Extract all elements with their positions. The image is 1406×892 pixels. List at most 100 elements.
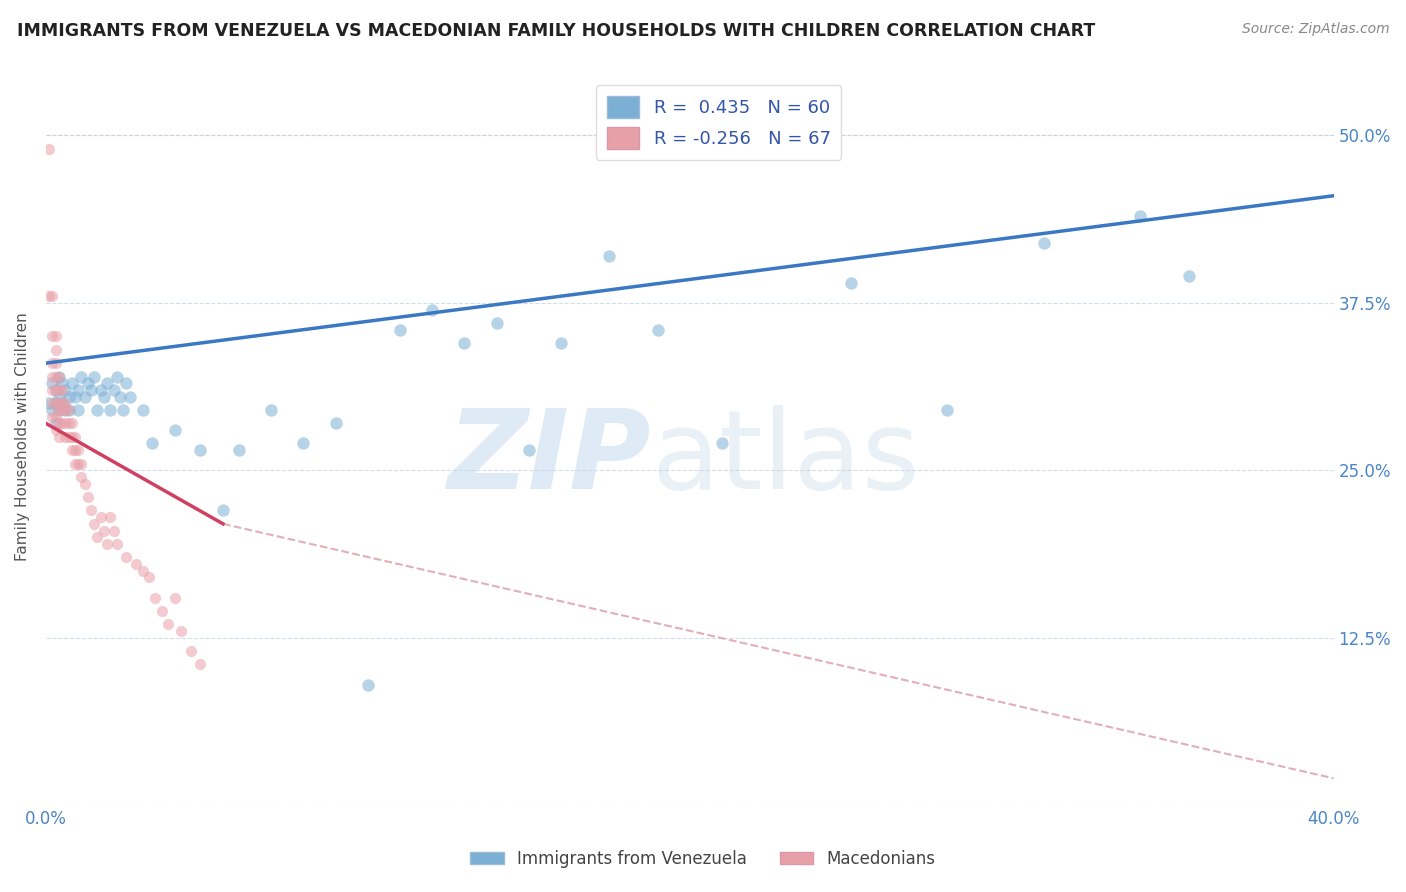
Point [51,417,73,431]
Point [53,417,76,431]
Point [73,390,96,404]
Point [98,403,121,417]
Text: ZIP: ZIP [447,405,651,512]
Point [141,436,163,450]
Point [73,476,96,491]
Point [93,524,115,538]
Point [48,383,70,397]
Point [51,383,73,397]
Point [58,403,80,417]
Point [48,403,70,417]
Point [63,390,86,404]
Point [138,570,160,584]
Point [839,276,862,290]
Point [41,409,63,424]
Point [598,249,620,263]
Point [51,396,73,410]
Point [45,423,67,437]
Text: IMMIGRANTS FROM VENEZUELA VS MACEDONIAN FAMILY HOUSEHOLDS WITH CHILDREN CORRELAT: IMMIGRANTS FROM VENEZUELA VS MACEDONIAN … [17,22,1095,40]
Point [41,329,63,343]
Point [389,323,412,337]
Point [260,403,283,417]
Point [51,403,73,417]
Point [45,343,67,357]
Point [86,403,108,417]
Point [60,417,83,431]
Point [70,457,93,471]
Point [105,537,128,551]
Legend: R =  0.435   N = 60, R = -0.256   N = 67: R = 0.435 N = 60, R = -0.256 N = 67 [596,85,841,160]
Point [115,376,138,391]
Point [163,591,186,605]
Point [70,470,93,484]
Point [292,436,315,450]
Point [190,443,212,458]
Point [180,644,202,658]
Point [45,417,67,431]
Point [45,329,67,343]
Point [112,403,135,417]
Point [63,443,86,458]
Point [41,396,63,410]
Point [58,417,80,431]
Point [45,369,67,384]
Point [67,457,90,471]
Point [150,604,173,618]
Point [96,537,118,551]
Point [98,510,121,524]
Point [108,390,131,404]
Point [45,396,67,410]
Y-axis label: Family Households with Children: Family Households with Children [15,312,30,561]
Point [48,396,70,410]
Point [103,524,125,538]
Point [550,336,572,351]
Point [1129,209,1152,223]
Point [48,369,70,384]
Point [48,390,70,404]
Point [228,443,250,458]
Point [170,624,193,638]
Point [325,417,347,431]
Text: Source: ZipAtlas.com: Source: ZipAtlas.com [1241,22,1389,37]
Point [41,376,63,391]
Point [48,403,70,417]
Point [60,430,83,444]
Point [48,417,70,431]
Point [67,403,90,417]
Point [53,383,76,397]
Point [131,403,153,417]
Point [60,376,83,391]
Point [41,369,63,384]
Point [76,376,98,391]
Point [453,336,475,351]
Point [86,530,108,544]
Point [38,396,60,410]
Point [53,430,76,444]
Point [58,403,80,417]
Point [420,302,443,317]
Point [485,316,508,330]
Point [41,383,63,397]
Point [51,396,73,410]
Point [45,409,67,424]
Point [105,369,128,384]
Point [53,403,76,417]
Point [90,383,112,397]
Point [90,510,112,524]
Point [58,430,80,444]
Point [93,390,115,404]
Point [103,383,125,397]
Point [53,403,76,417]
Point [80,503,103,517]
Point [41,356,63,370]
Point [115,550,138,565]
Point [125,557,148,571]
Point [45,356,67,370]
Point [83,516,105,531]
Point [38,142,60,156]
Point [38,289,60,303]
Point [163,423,186,437]
Point [67,383,90,397]
Point [936,403,959,417]
Point [76,490,98,504]
